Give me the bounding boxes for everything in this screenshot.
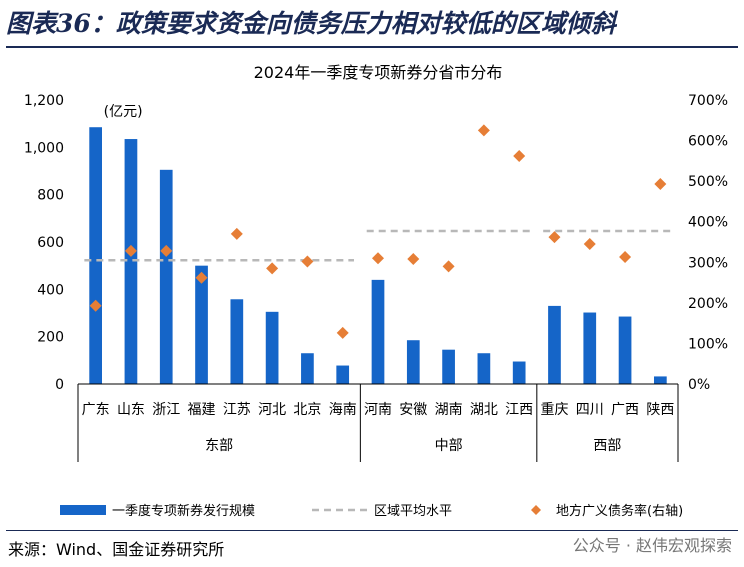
debt-ratio-point-江苏 (230, 227, 243, 240)
watermark: 公众号 · 赵伟宏观探索 (572, 536, 732, 555)
category-label-山东: 山东 (117, 402, 145, 418)
left-axis-tick-label: 600 (37, 235, 64, 251)
debt-ratio-point-陕西 (654, 177, 667, 190)
category-label-江苏: 江苏 (223, 402, 251, 418)
debt-ratio-point-四川 (583, 238, 596, 251)
bar-江苏 (230, 299, 244, 384)
debt-ratio-point-湖南 (442, 260, 455, 273)
title-rule (6, 46, 738, 48)
chart: 2024年一季度专项新券分省市分布 (亿元) 0 200 400 600 800 1,000 1… (24, 63, 728, 519)
debt-ratio-point-河南 (372, 252, 384, 265)
group-label-中部: 中部 (435, 438, 463, 454)
right-axis-tick-label: 0% (688, 377, 710, 393)
legend-label-bar: 一季度专项新券发行规模 (112, 503, 255, 519)
category-label-安徽: 安徽 (399, 402, 427, 418)
left-axis-tick-label: 400 (37, 282, 64, 298)
legend-swatch-debt-ratio (531, 505, 541, 515)
left-axis-tick-label: 800 (37, 188, 64, 204)
category-label-北京: 北京 (293, 402, 321, 418)
bar-海南 (336, 365, 350, 384)
category-label-广东: 广东 (82, 402, 110, 418)
bar-四川 (583, 312, 597, 384)
bottom-rule (6, 530, 738, 531)
category-label-四川: 四川 (576, 402, 604, 418)
debt-ratio-point-海南 (336, 326, 349, 339)
group-label-西部: 西部 (593, 438, 621, 454)
right-axis-tick-label: 100% (688, 336, 728, 352)
debt-ratio-point-福建 (195, 271, 208, 284)
bar-北京 (301, 353, 314, 384)
debt-ratio-point-山东 (124, 244, 137, 257)
bar-重庆 (548, 305, 561, 384)
category-label-河北: 河北 (258, 402, 286, 418)
category-label-福建: 福建 (188, 402, 216, 418)
left-axis-tick-label: 1,200 (24, 93, 64, 109)
bar-湖南 (442, 349, 455, 384)
bar-河南 (371, 279, 385, 384)
legend-label-debt-ratio: 地方广义债务率(右轴) (556, 503, 683, 519)
category-label-广西: 广西 (611, 402, 639, 418)
left-axis-tick-label: 1,000 (24, 140, 64, 156)
category-label-海南: 海南 (329, 402, 357, 418)
source-note: 来源：Wind、国金证券研究所 (8, 540, 225, 559)
debt-ratio-point-江西 (513, 149, 526, 162)
figure-title: 图表36：政策要求资金向债务压力相对较低的区域倾斜 (6, 9, 616, 38)
debt-ratio-point-湖北 (477, 124, 490, 137)
bar-河北 (265, 311, 279, 384)
group-label-东部: 东部 (205, 438, 233, 454)
debt-ratio-point-北京 (301, 255, 314, 268)
bar-安徽 (406, 340, 420, 384)
bar-广西 (618, 316, 632, 384)
debt-ratio-point-河北 (266, 262, 279, 275)
right-axis-tick-label: 600% (688, 134, 728, 150)
left-axis-tick-label: 200 (37, 330, 64, 346)
bar-浙江 (159, 169, 173, 384)
unit-label: (亿元) (104, 104, 143, 120)
debt-ratio-point-重庆 (548, 231, 561, 244)
category-label-湖南: 湖南 (435, 402, 463, 418)
right-axis-tick-label: 700% (688, 93, 728, 109)
category-label-河南: 河南 (364, 402, 392, 418)
bar-湖北 (477, 353, 491, 384)
debt-ratio-point-安徽 (407, 253, 420, 266)
category-label-江西: 江西 (505, 402, 533, 418)
chart-title: 2024年一季度专项新券分省市分布 (254, 63, 503, 82)
legend-label-average: 区域平均水平 (374, 504, 452, 519)
right-axis-tick-label: 200% (688, 296, 728, 312)
debt-ratio-point-浙江 (160, 244, 173, 257)
debt-ratio-point-广西 (619, 251, 632, 264)
category-label-湖北: 湖北 (470, 402, 498, 418)
bar-福建 (195, 265, 208, 384)
right-axis-tick-label: 300% (688, 255, 728, 271)
right-axis-tick-label: 400% (688, 215, 728, 231)
bar-陕西 (654, 376, 667, 384)
bar-山东 (124, 139, 138, 384)
legend-swatch-bar (60, 505, 106, 515)
debt-ratio-point-广东 (89, 299, 102, 312)
bar-广东 (89, 127, 102, 384)
category-label-陕西: 陕西 (646, 402, 674, 418)
left-axis-tick-label: 0 (55, 377, 64, 393)
category-label-浙江: 浙江 (152, 402, 180, 418)
right-axis-tick-label: 500% (688, 174, 728, 190)
bar-江西 (512, 361, 526, 384)
category-label-重庆: 重庆 (540, 402, 568, 418)
